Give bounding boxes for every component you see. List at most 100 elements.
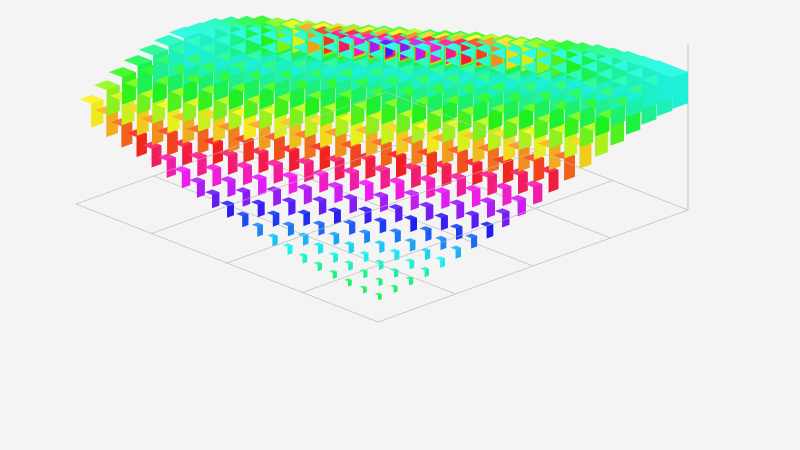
- cube-face-top: [450, 245, 461, 250]
- cube-face-front: [426, 152, 437, 177]
- cube-face-front: [122, 72, 136, 105]
- bar3d-cube: [386, 150, 407, 178]
- cube-face-top: [374, 240, 385, 245]
- cube-face-top: [374, 277, 383, 281]
- cube-face-front: [350, 144, 361, 169]
- cube-face-top: [233, 134, 254, 143]
- cube-face-front: [549, 143, 561, 171]
- cube-face-top: [313, 242, 324, 247]
- cube-face-front: [672, 72, 688, 109]
- cube-face-front: [425, 204, 434, 221]
- cube-face-front: [425, 249, 431, 261]
- cube-face-top: [401, 162, 421, 170]
- cube-face-top: [480, 221, 494, 227]
- cube-face-front: [364, 231, 370, 244]
- cube-face-top: [339, 140, 361, 149]
- cube-face-front: [363, 287, 367, 294]
- bar3d-cube: [204, 189, 220, 209]
- cube-face-top: [370, 138, 392, 147]
- cube-face-front: [182, 116, 195, 144]
- cube-face-top: [358, 229, 370, 234]
- cube-face-front: [394, 269, 399, 278]
- cube-face-top: [235, 187, 251, 193]
- bar3d-cube: [218, 149, 238, 175]
- bar3d-cube: [298, 253, 308, 264]
- bar3d-cube: [416, 148, 437, 177]
- cube-face-front: [411, 140, 423, 166]
- cube-face-top: [419, 226, 432, 231]
- bar3d-cube: [344, 260, 353, 271]
- cube-face-front: [409, 260, 415, 270]
- bar3d-cube: [477, 143, 499, 174]
- cube-face-top: [404, 238, 416, 243]
- cube-face-front: [410, 192, 419, 211]
- bar3d-cube: [418, 201, 434, 221]
- grid-line-overlay: [75, 91, 387, 205]
- bar3d-cube: [187, 124, 209, 155]
- bar3d-cube: [313, 261, 322, 272]
- cube-face-top: [418, 201, 434, 208]
- cube-face-front: [564, 155, 575, 181]
- cube-face-front: [258, 177, 267, 196]
- bar3d-cube: [390, 284, 398, 293]
- bar3d-cube: [251, 199, 265, 218]
- cube-face-front: [440, 238, 447, 251]
- cube-face-top: [110, 118, 133, 127]
- cube-face-front: [471, 188, 481, 208]
- bar3d-cube: [282, 243, 293, 255]
- cube-face-top: [220, 200, 234, 206]
- cube-face-front: [502, 186, 512, 206]
- cube-face-top: [417, 175, 436, 182]
- bar3d-cube: [171, 112, 195, 144]
- cube-face-front: [348, 262, 353, 271]
- cube-face-top: [297, 232, 309, 237]
- cube-face-top: [156, 127, 178, 135]
- cube-face-front: [287, 223, 294, 237]
- cube-face-front: [272, 235, 278, 247]
- bar3d-cube: [388, 204, 403, 223]
- bar3d-cube: [405, 276, 414, 286]
- cube-face-front: [242, 214, 249, 228]
- cube-face-front: [303, 212, 310, 227]
- cube-face-front: [197, 155, 207, 177]
- cube-face-front: [317, 263, 322, 272]
- cube-face-front: [380, 142, 392, 168]
- cube-face-front: [152, 119, 164, 146]
- bar3d-cube: [344, 278, 352, 287]
- cube-face-top: [462, 158, 483, 166]
- bars-layer: [79, 15, 688, 301]
- cube-face-front: [471, 213, 479, 229]
- cube-face-front: [318, 199, 327, 216]
- cube-face-front: [167, 131, 178, 156]
- bar3d-cube: [509, 195, 526, 217]
- cube-face-front: [517, 198, 526, 217]
- bar3d-cube: [420, 267, 429, 278]
- cube-face-top: [204, 189, 220, 195]
- cube-face-front: [472, 135, 485, 163]
- cube-face-top: [251, 199, 265, 205]
- cube-face-top: [138, 44, 168, 56]
- cube-face-front: [456, 226, 463, 240]
- grid-line-overlay: [385, 91, 689, 211]
- cube-face-front: [487, 147, 499, 174]
- cube-face-front: [394, 230, 401, 243]
- cube-face-front: [227, 203, 234, 218]
- cube-face-top: [264, 159, 283, 167]
- bar3d-cube: [248, 147, 269, 174]
- cube-face-top: [343, 219, 356, 225]
- bar3d-cube: [463, 185, 481, 208]
- cube-face-top: [298, 253, 308, 257]
- bar3d-cube: [538, 165, 559, 193]
- cube-face-top: [479, 197, 495, 204]
- cube-face-front: [167, 104, 180, 134]
- cube-face-front: [273, 189, 281, 207]
- cube-face-front: [227, 153, 238, 175]
- cube-face-front: [395, 206, 403, 223]
- cube-face-front: [365, 182, 374, 202]
- cube-face-top: [202, 137, 223, 145]
- bar3d-cube: [233, 134, 254, 163]
- cube-face-top: [402, 189, 419, 196]
- cube-face-front: [273, 162, 283, 184]
- bar3d-cube: [480, 221, 494, 239]
- cube-face-front: [363, 270, 368, 279]
